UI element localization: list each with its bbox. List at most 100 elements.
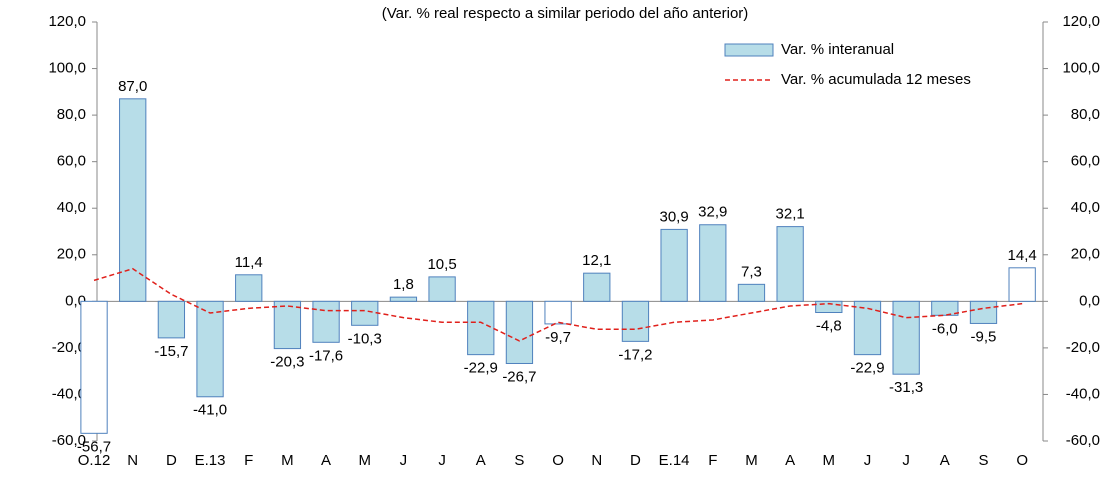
x-tick-label: J: [400, 452, 408, 469]
data-label: 7,3: [741, 263, 762, 280]
y-tick-label: 20,0: [57, 246, 86, 263]
data-label: 12,1: [582, 252, 611, 269]
bar: [815, 300, 843, 314]
bar: [196, 300, 224, 398]
bar: [931, 300, 959, 316]
x-tick-label: A: [476, 452, 486, 469]
x-tick-label: M: [745, 452, 758, 469]
x-tick-label: M: [823, 452, 836, 469]
x-tick-label: M: [358, 452, 371, 469]
y2-tick-label: 80,0: [1071, 106, 1100, 123]
x-tick-label: A: [321, 452, 331, 469]
x-tick-label: D: [630, 452, 641, 469]
x-tick-label: A: [785, 452, 795, 469]
data-label: -56,7: [77, 438, 111, 455]
bar: [157, 300, 186, 339]
data-label: -9,5: [971, 328, 997, 345]
bar: [853, 300, 882, 356]
bar: [660, 228, 688, 302]
data-label: -9,7: [545, 329, 571, 346]
data-label: -15,7: [154, 343, 188, 360]
y-tick-label: 100,0: [48, 60, 86, 77]
bar: [583, 272, 611, 302]
data-label: -4,8: [816, 317, 842, 334]
x-tick-label: J: [438, 452, 446, 469]
data-label: -17,6: [309, 347, 343, 364]
y2-tick-label: -20,0: [1066, 339, 1100, 356]
legend-swatch: [724, 43, 774, 57]
y2-tick-label: 120,0: [1062, 13, 1100, 30]
x-tick-label: O: [1016, 452, 1028, 469]
y2-tick-label: 100,0: [1062, 60, 1100, 77]
data-label: 10,5: [427, 256, 456, 273]
data-label: 14,4: [1008, 247, 1037, 264]
y-tick-label: 60,0: [57, 153, 86, 170]
x-tick-label: N: [127, 452, 138, 469]
x-tick-label: F: [244, 452, 253, 469]
data-label: -17,2: [618, 346, 652, 363]
data-label: 1,8: [393, 276, 414, 293]
x-tick-label: N: [591, 452, 602, 469]
data-label: -22,9: [464, 360, 498, 377]
bar: [235, 274, 263, 302]
bar: [1008, 267, 1036, 302]
y-tick-label: -60,0: [52, 432, 86, 449]
data-label: -41,0: [193, 402, 227, 419]
data-label: -22,9: [850, 360, 884, 377]
data-label: -31,3: [889, 379, 923, 396]
x-tick-label: D: [166, 452, 177, 469]
x-tick-label: J: [902, 452, 910, 469]
y2-tick-label: -40,0: [1066, 385, 1100, 402]
bar: [467, 300, 495, 356]
bar: [312, 300, 340, 343]
y-tick-label: 80,0: [57, 106, 86, 123]
x-tick-label: S: [978, 452, 988, 469]
bar: [737, 283, 766, 302]
line: [93, 267, 1023, 342]
x-tick-label: A: [940, 452, 950, 469]
y-tick-label: -20,0: [52, 339, 86, 356]
bar: [428, 276, 456, 302]
bar: [621, 300, 650, 342]
data-label: 30,9: [660, 208, 689, 225]
bar: [273, 300, 302, 350]
x-tick-label: O.12: [78, 452, 111, 469]
x-tick-label: E.13: [195, 452, 226, 469]
bar: [776, 226, 804, 302]
data-label: 11,4: [235, 254, 263, 271]
data-label: 32,1: [776, 206, 805, 223]
y-tick-label: 120,0: [48, 13, 86, 30]
y2-tick-label: 20,0: [1071, 246, 1100, 263]
x-tick-label: J: [864, 452, 872, 469]
bar: [389, 296, 418, 302]
x-tick-label: F: [708, 452, 717, 469]
data-label: -10,3: [348, 330, 382, 347]
x-tick-label: E.14: [659, 452, 690, 469]
y2-tick-label: -60,0: [1066, 432, 1100, 449]
bar: [80, 300, 108, 434]
bar: [351, 300, 379, 326]
bar: [969, 300, 998, 324]
x-tick-label: S: [514, 452, 524, 469]
legend-label: Var. % acumulada 12 meses: [781, 71, 971, 88]
y-tick-label: -40,0: [52, 385, 86, 402]
bar: [505, 300, 534, 364]
bar: [892, 300, 920, 375]
x-tick-label: M: [281, 452, 294, 469]
data-label: -26,7: [502, 368, 536, 385]
data-label: -20,3: [270, 354, 304, 371]
y2-tick-label: 40,0: [1071, 199, 1100, 216]
chart-subtitle: (Var. % real respecto a similar periodo …: [382, 5, 749, 22]
x-tick-label: O: [552, 452, 564, 469]
bar: [699, 224, 727, 302]
y2-tick-label: 60,0: [1071, 153, 1100, 170]
data-label: 32,9: [698, 204, 727, 221]
data-label: 87,0: [118, 78, 147, 95]
y2-tick-label: 0,0: [1079, 292, 1100, 309]
data-label: -6,0: [932, 320, 958, 337]
bar: [119, 98, 147, 302]
bar: [544, 300, 572, 325]
legend-label: Var. % interanual: [781, 41, 894, 58]
